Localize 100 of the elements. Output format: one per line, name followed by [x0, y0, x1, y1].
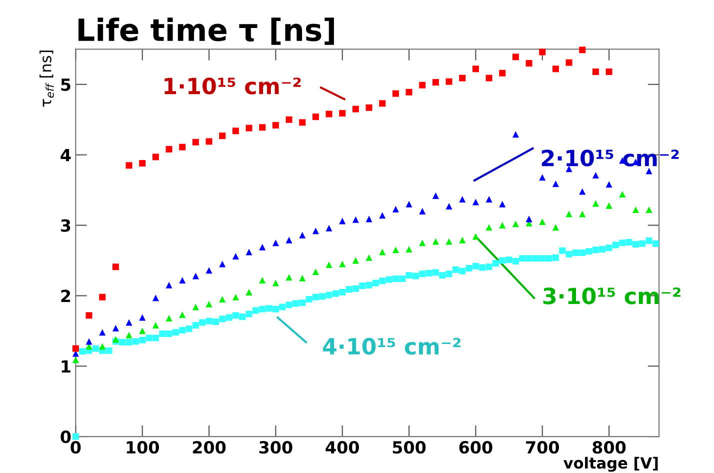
- x-tick-label: 500: [392, 441, 426, 454]
- point: [192, 138, 199, 146]
- point: [339, 110, 346, 117]
- point: [112, 324, 119, 332]
- point: [406, 200, 412, 208]
- point: [246, 288, 252, 296]
- point: [232, 294, 239, 300]
- point: [299, 232, 306, 238]
- point: [379, 248, 386, 256]
- x-tick-label: 700: [526, 441, 559, 454]
- point: [512, 220, 519, 228]
- point: [112, 264, 119, 270]
- point: [326, 110, 332, 118]
- point: [219, 296, 226, 302]
- point: [272, 280, 279, 286]
- y-tick-label: 1: [62, 360, 70, 372]
- point: [486, 224, 492, 231]
- point: [192, 304, 199, 310]
- point: [366, 104, 372, 111]
- x-tick-label: 100: [126, 441, 159, 454]
- point: [619, 191, 626, 198]
- point: [352, 106, 359, 112]
- point: [312, 114, 319, 120]
- y-tick-label: 4: [60, 149, 71, 162]
- point: [606, 181, 612, 188]
- point: [166, 282, 172, 288]
- point: [512, 131, 519, 138]
- point: [592, 172, 599, 179]
- x-tick-label: 800: [592, 441, 626, 454]
- point: [419, 208, 426, 214]
- point: [99, 343, 106, 350]
- point: [166, 314, 172, 322]
- point: [139, 160, 146, 167]
- point: [179, 144, 186, 150]
- point: [246, 124, 252, 132]
- point: [272, 122, 279, 129]
- point: [486, 196, 492, 202]
- point: [139, 328, 146, 334]
- point: [406, 88, 412, 96]
- point: [366, 216, 372, 222]
- x-tick-label: 400: [326, 441, 359, 454]
- point: [606, 202, 612, 209]
- point: [472, 66, 479, 72]
- point: [606, 68, 612, 75]
- point: [86, 338, 92, 345]
- x-tick-label: 0: [70, 441, 81, 454]
- point: [379, 100, 386, 107]
- chart-title: Life time τ [ns]: [78, 18, 334, 45]
- point: [432, 79, 439, 86]
- point: [552, 180, 559, 187]
- point: [499, 222, 506, 229]
- point: [459, 236, 466, 244]
- point: [72, 356, 79, 364]
- point: [392, 90, 399, 97]
- point: [259, 276, 266, 284]
- point: [126, 162, 132, 169]
- point: [286, 116, 292, 123]
- point: [379, 212, 386, 219]
- point: [539, 174, 546, 181]
- point: [126, 319, 132, 326]
- point: [179, 276, 186, 284]
- point: [152, 322, 159, 329]
- point: [419, 82, 426, 88]
- annotation: 2·10¹⁵ cm⁻²: [542, 150, 679, 166]
- point: [539, 218, 546, 226]
- point: [566, 210, 572, 218]
- point: [126, 332, 132, 338]
- point: [446, 238, 452, 245]
- point: [486, 74, 492, 82]
- x-tick-label: 300: [259, 441, 292, 454]
- point: [526, 60, 532, 67]
- y-axis-title: τ$_{eff}$ [ns]: [40, 50, 54, 107]
- point: [326, 224, 332, 232]
- point: [206, 267, 212, 274]
- point: [352, 216, 359, 223]
- point: [432, 192, 439, 199]
- point: [232, 253, 239, 260]
- point: [392, 206, 399, 212]
- point: [72, 345, 79, 352]
- point: [499, 70, 506, 76]
- point: [552, 224, 559, 231]
- point: [312, 228, 319, 234]
- annotation: 1·10¹⁵ cm⁻²: [164, 78, 301, 94]
- point: [459, 196, 466, 202]
- point: [592, 68, 599, 75]
- point: [206, 138, 212, 145]
- point: [206, 300, 212, 308]
- point: [472, 233, 479, 240]
- point: [646, 168, 652, 174]
- point: [579, 210, 586, 218]
- point: [299, 274, 306, 282]
- point: [326, 261, 332, 268]
- point: [152, 154, 159, 160]
- point: [592, 200, 599, 207]
- point: [286, 236, 292, 244]
- point: [339, 260, 346, 268]
- point: [566, 59, 572, 66]
- point: [432, 238, 439, 245]
- point: [99, 329, 106, 336]
- point: [406, 246, 412, 252]
